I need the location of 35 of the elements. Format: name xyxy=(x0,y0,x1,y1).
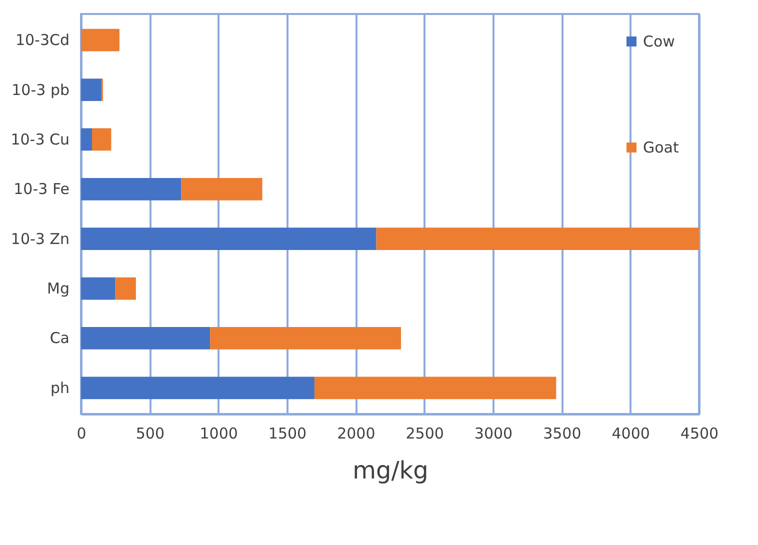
x-tick-label: 4000 xyxy=(612,424,650,442)
bar xyxy=(376,228,699,250)
x-axis-title: mg/kg xyxy=(352,456,428,484)
bar xyxy=(115,277,136,300)
y-tick-label: 10-3 Zn xyxy=(10,230,70,248)
y-tick-label: 10-3Cd xyxy=(15,31,70,50)
x-tick-label: 0 xyxy=(76,424,86,442)
x-tick-label: 500 xyxy=(136,424,164,442)
y-tick-label: ph xyxy=(50,378,70,397)
bar xyxy=(81,128,92,151)
bar xyxy=(181,178,262,200)
y-tick-label: 10-3 Cu xyxy=(10,130,70,148)
bar xyxy=(210,327,401,350)
bar xyxy=(81,277,116,300)
x-tick-label: 2500 xyxy=(406,424,444,442)
y-tick-label: Ca xyxy=(50,329,70,348)
y-tick-label: 10-3 pb xyxy=(12,80,70,99)
bar xyxy=(92,128,112,151)
x-tick-label: 1500 xyxy=(268,424,307,442)
y-tick-label: 10-3 Fe xyxy=(14,180,70,198)
bar xyxy=(314,376,556,400)
x-tick-label: 3000 xyxy=(474,424,513,442)
x-tick-label: 1000 xyxy=(200,424,238,442)
x-tick-label: 4500 xyxy=(680,424,719,442)
x-tick-label: 2000 xyxy=(337,424,376,442)
bar xyxy=(81,327,210,350)
bar xyxy=(81,376,314,400)
bar xyxy=(81,78,102,101)
legend-label: Cow xyxy=(643,32,675,50)
x-tick-label: 3500 xyxy=(543,424,582,442)
bar xyxy=(81,28,120,52)
y-tick-label: Mg xyxy=(47,280,70,298)
bar xyxy=(81,178,182,200)
legend-label: Goat xyxy=(643,138,679,156)
bar xyxy=(81,228,376,250)
